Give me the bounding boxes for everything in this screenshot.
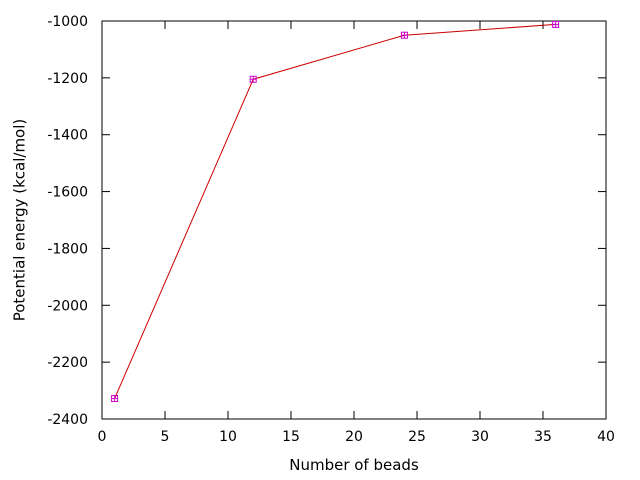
x-tick-label: 5: [161, 429, 170, 445]
data-point: [249, 75, 257, 83]
y-tick-label: -2400: [47, 412, 88, 428]
x-tick-label: 20: [345, 429, 363, 445]
y-tick-label: -1600: [47, 185, 88, 201]
y-tick-label: -1800: [47, 241, 88, 257]
x-axis-ticks: 0 5 10 15 20 25 30 35 40: [98, 21, 615, 445]
plot-frame: [101, 20, 607, 420]
y-tick-label: -2000: [47, 298, 88, 314]
data-point: [552, 20, 560, 28]
y-tick-label: -1400: [47, 128, 88, 144]
x-tick-label: 10: [219, 429, 237, 445]
y-tick-label: -2200: [47, 355, 88, 371]
x-tick-label: 25: [408, 429, 426, 445]
data-point: [400, 31, 408, 39]
x-tick-label: 40: [597, 429, 615, 445]
series-line: [114, 23, 556, 399]
x-tick-label: 35: [534, 429, 552, 445]
y-axis-ticks: -1000 -1200 -1400 -1600 -1800 -2000 -2200 -2400: [47, 14, 606, 428]
data-point: [111, 395, 119, 403]
y-tick-label: -1000: [47, 14, 88, 30]
x-tick-label: 0: [98, 429, 107, 445]
x-tick-label: 30: [471, 429, 489, 445]
y-tick-label: -1200: [47, 71, 88, 87]
x-axis-label: Number of beads: [289, 456, 419, 474]
x-tick-label: 15: [282, 429, 300, 445]
series-group: [111, 20, 560, 403]
y-axis-label: Potential energy (kcal/mol): [10, 119, 28, 322]
